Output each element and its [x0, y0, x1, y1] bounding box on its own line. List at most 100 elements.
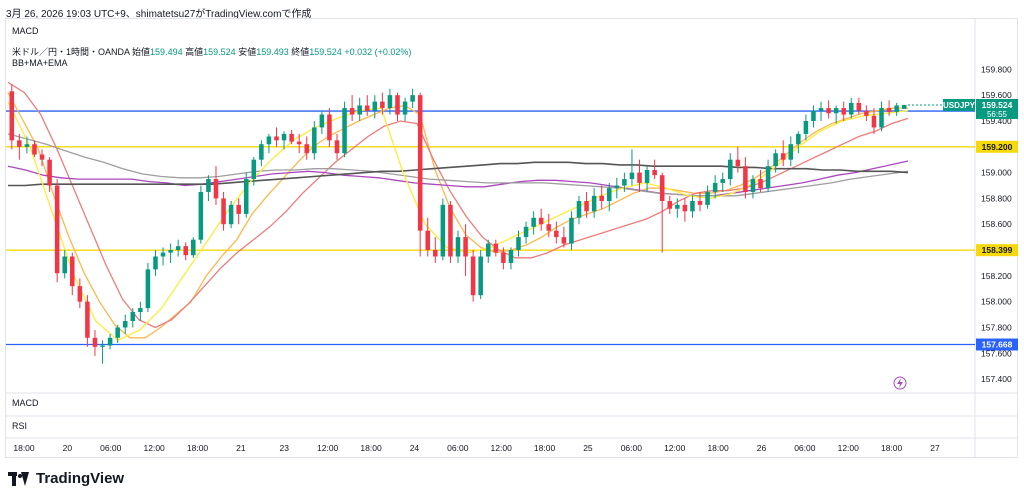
symbol-tag-box [943, 98, 975, 111]
indicator-label[interactable]: BB+MA+EMA [12, 58, 68, 68]
candle-body [92, 337, 98, 347]
candle-body [349, 108, 355, 115]
candle-body [251, 159, 257, 180]
candle-body [614, 185, 620, 189]
candle-body [417, 95, 423, 231]
candle-body [501, 252, 506, 263]
candle-body [652, 170, 657, 176]
candle-body [697, 200, 703, 205]
last-price-label: 159.524 [982, 100, 1013, 110]
price-label: 158.399 [982, 245, 1013, 255]
x-tick-label: 20 [63, 443, 73, 453]
candle-body [485, 243, 491, 257]
candle-body [448, 204, 453, 257]
candle-body [682, 204, 688, 212]
candle-body [599, 195, 604, 201]
x-tick-label: 12:00 [838, 443, 860, 453]
candle-body [546, 224, 552, 231]
x-tick-label: 06:00 [100, 443, 122, 453]
candle-body [849, 102, 854, 115]
x-tick-label: 24 [410, 443, 420, 453]
y-tick-label: 157.800 [981, 322, 1012, 332]
candle-body [667, 200, 673, 209]
candle-body [281, 133, 287, 141]
y-tick-label: 157.600 [981, 348, 1012, 358]
candle-body [206, 179, 211, 192]
close-value: 159.524 [309, 47, 342, 57]
candle-body [463, 237, 468, 257]
candle-body [765, 166, 771, 189]
candle-body [198, 191, 204, 240]
high-label: 高値 [185, 47, 204, 57]
candle-body [894, 105, 899, 112]
candle-body [153, 256, 158, 270]
x-tick-label: 18:00 [881, 443, 903, 453]
candle-body [122, 321, 128, 328]
chart-frame [5, 18, 1018, 458]
candle-body [304, 144, 310, 154]
candle-body [576, 200, 582, 218]
candle-body [130, 311, 136, 322]
y-tick-label: 159.600 [981, 90, 1012, 100]
pane-label-rsi: RSI [12, 421, 28, 431]
change-value: +0.032 (+0.02%) [344, 47, 412, 57]
x-tick-label: 18:00 [13, 443, 35, 453]
candle-body [879, 108, 884, 128]
y-tick-label: 159.800 [981, 64, 1012, 74]
candle-body [538, 217, 544, 225]
candle-body [523, 226, 529, 238]
candle-body [720, 179, 725, 183]
indicator-line [8, 161, 909, 187]
candle-body [243, 179, 249, 214]
y-tick-label: 158.800 [981, 193, 1012, 203]
candle-body [591, 195, 597, 212]
y-tick-label: 158.000 [981, 297, 1012, 307]
candle-body [54, 185, 60, 274]
candle-body [864, 110, 869, 116]
candle-body [138, 308, 143, 312]
candle-body [584, 200, 589, 212]
price-label-box [976, 244, 1018, 257]
candle-body [327, 114, 332, 141]
x-tick-label: 23 [280, 443, 290, 453]
y-tick-label: 159.400 [981, 116, 1012, 126]
brand-name: TradingView [36, 470, 125, 487]
low-value: 159.493 [256, 47, 289, 57]
x-tick-label: 06:00 [621, 443, 643, 453]
candle-body [569, 217, 574, 244]
candle-body [433, 250, 438, 257]
x-tick-label: 18:00 [707, 443, 729, 453]
candle-body [803, 120, 809, 134]
candle-body [342, 108, 347, 154]
indicator-line [7, 160, 909, 197]
candle-body [455, 237, 461, 257]
candle-body [735, 159, 741, 167]
x-tick-label: 18:00 [534, 443, 556, 453]
y-tick-label: 159.000 [981, 168, 1012, 178]
candle-body [440, 204, 446, 257]
brand-footer[interactable]: TradingView [8, 470, 124, 487]
candle-body [334, 140, 340, 154]
x-tick-label: 12:00 [491, 443, 513, 453]
candle-body [100, 345, 105, 347]
pane-label-macd: MACD [12, 398, 39, 408]
candle-body [39, 154, 45, 160]
candle-body [833, 108, 839, 114]
open-label: 始値 [132, 47, 151, 57]
price-label: 157.668 [982, 340, 1013, 350]
y-tick-label: 157.400 [981, 374, 1012, 384]
candle-body [296, 141, 302, 145]
symbol-name: 米ドル／円・1時間・OANDA [12, 47, 130, 57]
indicator-line [7, 81, 909, 329]
symbol-tag: USDJPY [943, 101, 976, 110]
candle-body [183, 246, 188, 256]
candle-body [357, 105, 362, 115]
candle-body [773, 153, 778, 167]
candle-body [796, 133, 801, 145]
candle-body [70, 256, 75, 287]
candle-body [516, 237, 521, 251]
candle-body [637, 172, 642, 183]
candle-body [622, 179, 627, 186]
indicator-line [7, 92, 908, 339]
